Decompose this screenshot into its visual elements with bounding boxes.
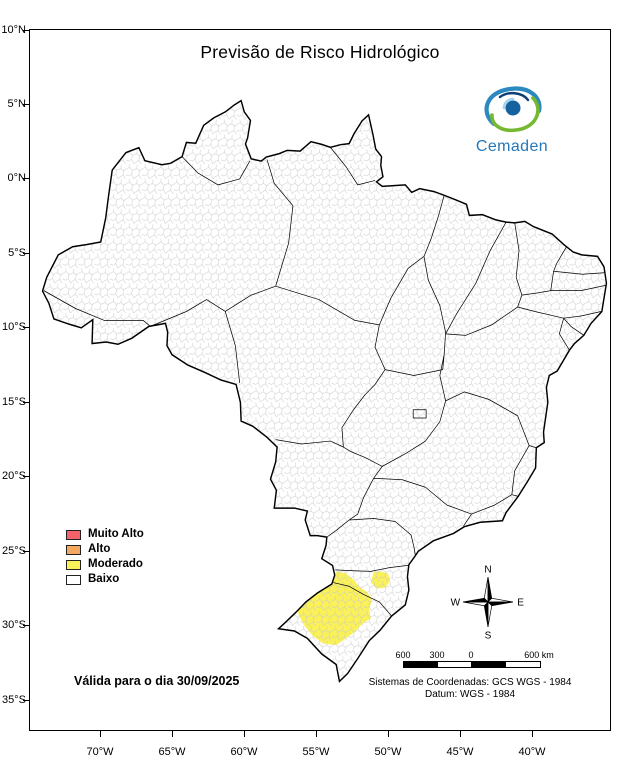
legend-item-baixo: Baixo bbox=[66, 572, 144, 587]
page-title: Previsão de Risco Hidrológico bbox=[200, 42, 440, 62]
cemaden-swirl-icon bbox=[484, 86, 542, 133]
lon-tick bbox=[387, 730, 389, 737]
scale-bar-segments bbox=[403, 661, 541, 668]
scale-label-300: 300 bbox=[429, 650, 445, 660]
lon-tick bbox=[171, 730, 173, 737]
lat-axis-label: 10°N bbox=[1, 23, 26, 36]
legend-label-moderado: Moderado bbox=[88, 558, 143, 570]
lat-axis-label: 0°N bbox=[7, 172, 26, 185]
lon-tick bbox=[99, 730, 101, 737]
lon-tick bbox=[243, 730, 245, 737]
scale-segment bbox=[472, 662, 506, 667]
compass-south-label: S bbox=[485, 630, 492, 641]
scale-label-600-left: 600 bbox=[395, 650, 411, 660]
compass-east-label: E bbox=[517, 598, 524, 609]
lat-axis-label: 30°S bbox=[2, 619, 26, 632]
coordinate-system-line1: Sistemas de Coordenadas: GCS WGS - 1984 bbox=[368, 677, 572, 688]
lon-axis-label: 45°W bbox=[446, 746, 474, 758]
lon-axis-label: 50°W bbox=[374, 746, 402, 758]
lat-axis-label: 35°S bbox=[2, 693, 26, 706]
legend-label-alto: Alto bbox=[88, 543, 111, 555]
legend-item-muito-alto: Muito Alto bbox=[66, 527, 144, 542]
legend-label-muito-alto: Muito Alto bbox=[88, 528, 144, 540]
legend-swatch-moderado bbox=[66, 559, 81, 570]
lat-axis-label: 25°S bbox=[2, 544, 26, 557]
cemaden-logo: Cemaden bbox=[452, 84, 572, 156]
compass-rose: N E S W bbox=[451, 564, 525, 641]
coordinate-system-note: Sistemas de Coordenadas: GCS WGS - 1984 … bbox=[350, 677, 590, 701]
compass-north-label: N bbox=[484, 564, 491, 575]
lon-axis-label: 65°W bbox=[158, 746, 186, 758]
lon-axis-label: 40°W bbox=[518, 746, 546, 758]
legend-swatch-muito-alto bbox=[66, 529, 81, 540]
legend-swatch-baixo bbox=[66, 574, 81, 585]
scale-label-600km: 600 km bbox=[524, 650, 554, 660]
compass-west-label: W bbox=[451, 598, 461, 609]
validity-note: Válida para o dia 30/09/2025 bbox=[74, 674, 240, 688]
lat-axis-label: 20°S bbox=[2, 470, 26, 483]
lat-axis-label: 5°N bbox=[7, 98, 26, 110]
coordinate-system-line2: Datum: WGS - 1984 bbox=[424, 689, 516, 700]
brazil-risk-map bbox=[30, 30, 610, 730]
lat-axis-label: 10°S bbox=[2, 321, 26, 334]
scale-segment bbox=[438, 662, 472, 667]
legend-swatch-alto bbox=[66, 544, 81, 555]
lat-axis-label: 5°S bbox=[8, 246, 26, 259]
scale-segment bbox=[404, 662, 438, 667]
scale-bar: 600 300 0 600 km bbox=[395, 650, 585, 678]
lon-tick bbox=[459, 730, 461, 737]
lon-axis-label: 70°W bbox=[86, 746, 114, 758]
map-frame bbox=[29, 29, 611, 731]
risk-legend: Muito Alto Alto Moderado Baixo bbox=[66, 527, 144, 587]
scale-segment bbox=[506, 662, 540, 667]
lon-axis-label: 55°W bbox=[302, 746, 330, 758]
cemaden-wordmark: Cemaden bbox=[475, 138, 549, 155]
state-boundaries bbox=[43, 147, 606, 617]
scale-label-0: 0 bbox=[468, 650, 474, 660]
legend-item-moderado: Moderado bbox=[66, 557, 144, 572]
lon-axis-label: 60°W bbox=[230, 746, 258, 758]
legend-item-alto: Alto bbox=[66, 542, 144, 557]
lon-tick bbox=[315, 730, 317, 737]
lon-tick bbox=[531, 730, 533, 737]
lat-axis-label: 15°S bbox=[2, 395, 26, 408]
legend-label-baixo: Baixo bbox=[88, 573, 120, 585]
